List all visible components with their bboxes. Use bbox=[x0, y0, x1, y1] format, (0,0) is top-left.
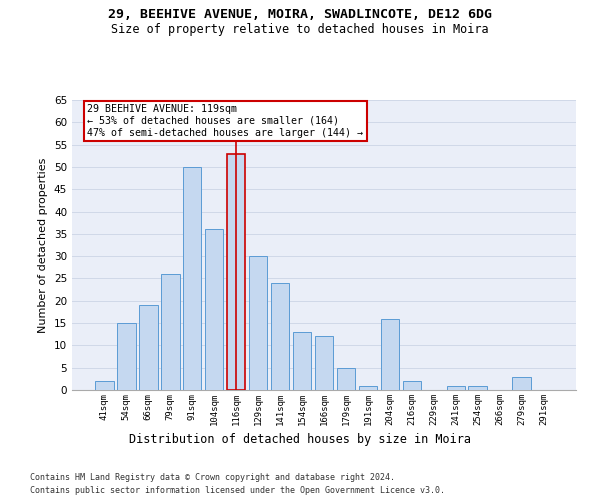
Bar bbox=[359, 386, 377, 390]
Bar bbox=[469, 386, 487, 390]
Bar bbox=[314, 336, 334, 390]
Bar bbox=[446, 386, 465, 390]
Bar bbox=[139, 305, 158, 390]
Text: 29, BEEHIVE AVENUE, MOIRA, SWADLINCOTE, DE12 6DG: 29, BEEHIVE AVENUE, MOIRA, SWADLINCOTE, … bbox=[108, 8, 492, 20]
Text: Contains public sector information licensed under the Open Government Licence v3: Contains public sector information licen… bbox=[30, 486, 445, 495]
Y-axis label: Number of detached properties: Number of detached properties bbox=[38, 158, 49, 332]
Bar bbox=[183, 167, 202, 390]
Bar bbox=[380, 318, 399, 390]
Text: Distribution of detached houses by size in Moira: Distribution of detached houses by size … bbox=[129, 432, 471, 446]
Bar bbox=[337, 368, 355, 390]
Bar bbox=[227, 154, 245, 390]
Bar bbox=[95, 381, 113, 390]
Bar bbox=[512, 376, 531, 390]
Bar bbox=[403, 381, 421, 390]
Bar bbox=[117, 323, 136, 390]
Bar bbox=[293, 332, 311, 390]
Bar bbox=[249, 256, 268, 390]
Text: 29 BEEHIVE AVENUE: 119sqm
← 53% of detached houses are smaller (164)
47% of semi: 29 BEEHIVE AVENUE: 119sqm ← 53% of detac… bbox=[87, 104, 363, 138]
Text: Size of property relative to detached houses in Moira: Size of property relative to detached ho… bbox=[111, 22, 489, 36]
Bar bbox=[161, 274, 179, 390]
Bar bbox=[271, 283, 289, 390]
Bar bbox=[205, 230, 223, 390]
Text: Contains HM Land Registry data © Crown copyright and database right 2024.: Contains HM Land Registry data © Crown c… bbox=[30, 472, 395, 482]
